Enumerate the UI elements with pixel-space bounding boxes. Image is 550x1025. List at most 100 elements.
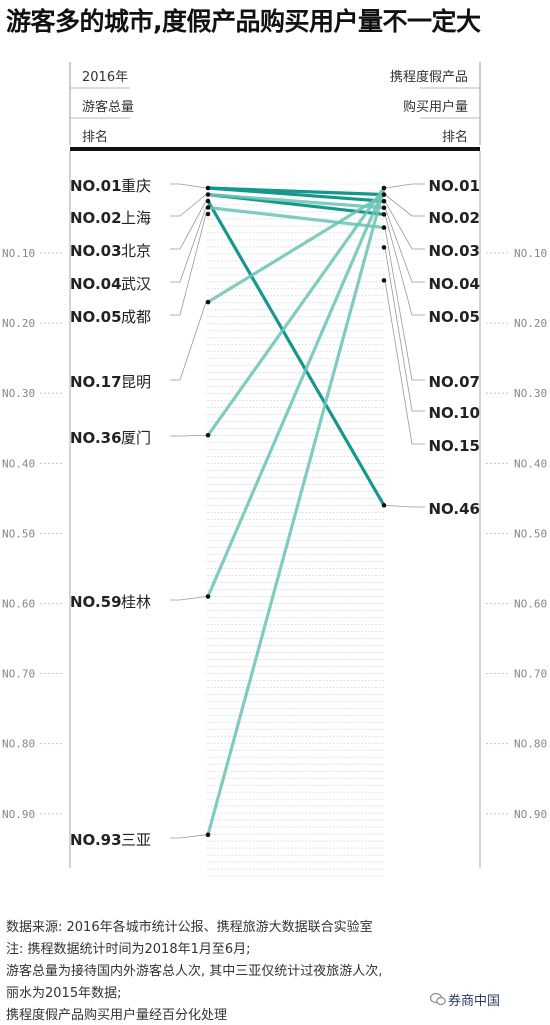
right-leader-line xyxy=(384,201,425,250)
left-leader-line xyxy=(170,434,207,437)
right-dot xyxy=(381,192,387,197)
axis-label-right: NO.50 xyxy=(514,527,547,540)
left-city-name: 昆明 xyxy=(121,373,151,391)
right-leader-line xyxy=(384,280,425,445)
header-left-year: 2016年 xyxy=(82,70,129,85)
axis-label-right: NO.60 xyxy=(514,598,547,611)
link-line xyxy=(206,199,386,507)
left-leader-line xyxy=(170,834,207,839)
left-dot xyxy=(205,185,211,191)
axis-label-right: NO.70 xyxy=(514,668,547,681)
left-leader-line xyxy=(170,301,207,381)
footnote-ctrip: 携程度假产品购买用户量经百分化处理 xyxy=(6,1008,228,1023)
left-dot xyxy=(205,832,211,838)
axis-label-left: NO.20 xyxy=(2,317,35,330)
header-bar xyxy=(70,147,480,151)
right-dot xyxy=(381,245,387,250)
right-leader-line xyxy=(384,247,425,412)
right-rank-label: NO.01 xyxy=(428,177,480,195)
right-rank-label: NO.03 xyxy=(428,242,480,260)
chart-title: 游客多的城市,度假产品购买用户量不一定大 xyxy=(6,7,481,36)
left-dot xyxy=(205,192,211,197)
footnote-note: 注: 携程数据统计时间为2018年1月至6月; xyxy=(6,942,251,957)
left-rank-label: NO.17 xyxy=(70,373,122,391)
axis-label-left: NO.10 xyxy=(2,247,35,260)
left-leader-line xyxy=(170,213,207,316)
header-right-rank: 排名 xyxy=(441,130,468,145)
header-right-product: 携程度假产品 xyxy=(389,70,468,85)
left-rank-label: NO.03 xyxy=(70,242,122,260)
link-line xyxy=(206,186,386,599)
right-rank-label: NO.07 xyxy=(428,373,480,391)
axis-label-left: NO.30 xyxy=(2,387,35,400)
axis-label-right: NO.80 xyxy=(514,738,547,751)
link-line xyxy=(206,192,386,210)
left-dot xyxy=(205,299,211,305)
right-dot xyxy=(381,198,387,204)
right-dot xyxy=(381,225,387,230)
left-rank-label: NO.36 xyxy=(70,429,122,447)
link-line xyxy=(206,186,386,437)
left-city-name: 重庆 xyxy=(121,177,151,195)
right-rank-label: NO.05 xyxy=(428,308,480,326)
right-rank-label: NO.02 xyxy=(428,209,480,227)
right-dot xyxy=(381,503,387,508)
link-line xyxy=(206,205,386,230)
axis-label-left: NO.90 xyxy=(2,808,35,821)
right-leader-line xyxy=(384,504,425,508)
left-rank-label: NO.01 xyxy=(70,177,122,195)
header-left-metric: 游客总量 xyxy=(82,100,135,115)
right-dot xyxy=(381,278,387,283)
link-line xyxy=(206,186,386,837)
logo-text: 券商中国 xyxy=(448,994,501,1009)
left-city-name: 上海 xyxy=(121,209,151,227)
left-dot xyxy=(205,205,211,210)
footnote-visitors: 游客总量为接待国内外游客总人次, 其中三亚仅统计过夜旅游人次, xyxy=(6,964,383,979)
wechat-icon xyxy=(430,992,446,1006)
left-dot xyxy=(205,432,211,438)
axis-label-left: NO.70 xyxy=(2,668,35,681)
axis-label-left: NO.60 xyxy=(2,598,35,611)
left-dot xyxy=(205,594,211,599)
left-leader-line xyxy=(170,194,207,217)
right-dot xyxy=(381,205,387,211)
right-rank-label: NO.15 xyxy=(428,437,480,455)
axis-label-right: NO.10 xyxy=(514,247,547,260)
right-dot xyxy=(381,185,387,191)
right-leader-line xyxy=(384,194,425,217)
axis-label-left: NO.80 xyxy=(2,738,35,751)
axis-label-left: NO.40 xyxy=(2,457,35,470)
left-city-name: 厦门 xyxy=(121,429,151,447)
axis-label-right: NO.90 xyxy=(514,808,547,821)
right-leader-line xyxy=(384,227,425,381)
left-dot xyxy=(205,198,211,204)
right-leader-line xyxy=(384,214,425,316)
left-city-name: 三亚 xyxy=(121,831,151,849)
left-city-name: 桂林 xyxy=(121,593,151,611)
footnote-source: 数据来源: 2016年各城市统计公报、携程旅游大数据联合实验室 xyxy=(6,920,373,935)
left-dot xyxy=(205,211,211,217)
right-rank-label: NO.10 xyxy=(428,404,480,422)
left-rank-label: NO.59 xyxy=(70,593,122,611)
header-left-rank: 排名 xyxy=(82,130,109,145)
left-leader-line xyxy=(170,207,207,283)
left-rank-label: NO.93 xyxy=(70,831,122,849)
left-rank-label: NO.05 xyxy=(70,308,122,326)
left-leader-line xyxy=(170,596,207,601)
right-rank-label: NO.04 xyxy=(428,275,480,293)
right-dot xyxy=(381,212,387,217)
left-rank-label: NO.04 xyxy=(70,275,122,293)
left-leader-line xyxy=(170,200,207,250)
right-rank-label: NO.46 xyxy=(428,500,480,518)
right-leader-line xyxy=(384,207,425,283)
left-rank-label: NO.02 xyxy=(70,209,122,227)
axis-label-left: NO.50 xyxy=(2,527,35,540)
left-leader-line xyxy=(170,183,207,189)
left-city-name: 北京 xyxy=(121,242,151,260)
link-line xyxy=(206,186,386,203)
axis-label-right: NO.20 xyxy=(514,317,547,330)
left-city-name: 武汉 xyxy=(121,275,151,293)
link-line xyxy=(206,193,386,304)
footnote-lishui: 丽水为2015年数据; xyxy=(6,986,122,1001)
